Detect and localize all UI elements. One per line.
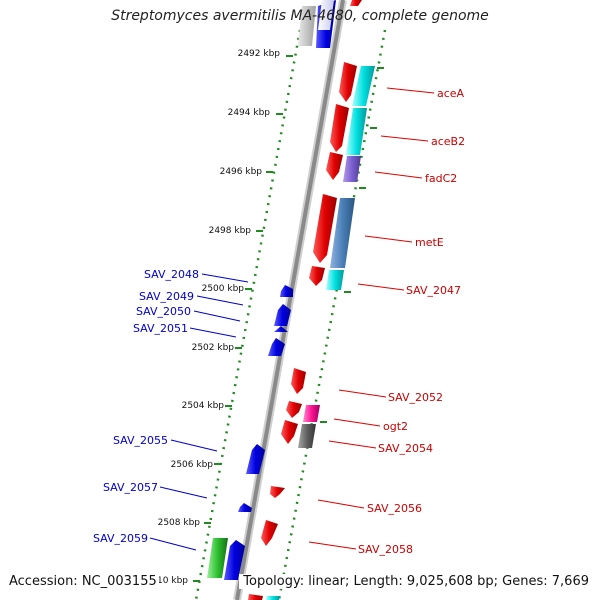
gene-label-SAV_2050: SAV_2050 xyxy=(136,305,191,318)
tick-label: 2510 kbp xyxy=(146,576,189,586)
feature-bar xyxy=(207,538,228,578)
gene-arrow xyxy=(274,326,288,332)
leader-line xyxy=(170,439,218,452)
leader-line xyxy=(159,486,208,499)
tick-label: 2494 kbp xyxy=(228,108,271,118)
gene-label-SAV_2059: SAV_2059 xyxy=(93,532,148,545)
leader-line xyxy=(328,440,377,449)
left-dotted-guide xyxy=(194,29,302,600)
feature-bar xyxy=(266,596,280,600)
leader-line xyxy=(196,295,244,306)
gene-arrow xyxy=(318,0,334,30)
feature-bar xyxy=(330,198,355,268)
gene-arrow xyxy=(261,520,278,546)
gene-arrow xyxy=(339,62,357,102)
genome-backbone xyxy=(235,0,345,600)
tick-label: 2508 kbp xyxy=(158,518,201,528)
gene-label-ogt2: ogt2 xyxy=(383,420,408,433)
tick-label: 2506 kbp xyxy=(171,460,214,470)
gene-arrow xyxy=(224,540,245,580)
gene-arrow xyxy=(313,194,337,263)
gene-arrow xyxy=(326,152,343,180)
gene-arrow xyxy=(274,304,291,326)
leader-line xyxy=(357,283,405,291)
feature-bar xyxy=(352,66,375,106)
leader-line xyxy=(386,87,435,94)
feature-bar xyxy=(303,405,320,422)
reverse-gene-labels: SAV_2048 SAV_2049 SAV_2050 SAV_2051 SAV_… xyxy=(93,268,199,545)
tick-label: 2500 kbp xyxy=(202,284,245,294)
gene-arrow xyxy=(246,444,265,474)
gene-arrow xyxy=(270,486,285,498)
gene-arrow xyxy=(350,0,362,6)
gene-label-SAV_2056: SAV_2056 xyxy=(367,502,422,515)
accession-label: Accession: NC_003155 xyxy=(9,574,159,589)
leader-line xyxy=(364,235,413,243)
gene-label-aceB2: aceB2 xyxy=(431,135,465,148)
leader-line xyxy=(149,537,197,551)
gene-arrow xyxy=(309,266,325,286)
gene-arrow xyxy=(238,503,252,512)
gene-arrow xyxy=(330,104,349,152)
feature-bar xyxy=(298,424,316,448)
gene-arrow xyxy=(286,401,302,418)
tick-label: 2492 kbp xyxy=(238,49,281,59)
leader-line xyxy=(308,541,357,550)
tick-marks xyxy=(193,55,384,582)
leader-line xyxy=(338,389,387,398)
feature-bar xyxy=(346,108,367,155)
gene-arrow xyxy=(298,6,316,46)
tick-label: 2496 kbp xyxy=(220,167,263,177)
gene-arrow xyxy=(248,594,263,600)
gene-label-SAV_2051: SAV_2051 xyxy=(133,322,188,335)
leader-line xyxy=(201,273,249,283)
gene-arrow xyxy=(291,368,306,394)
tick-label: 2498 kbp xyxy=(209,226,252,236)
genome-summary: Topology: linear; Length: 9,025,608 bp; … xyxy=(239,574,589,589)
reverse-leader-lines xyxy=(149,273,249,551)
leader-line xyxy=(317,499,365,509)
forward-gene-labels: aceA aceB2 fadC2 metE SAV_2047 SAV_2052 … xyxy=(358,87,465,556)
leader-line xyxy=(374,171,423,179)
forward-leader-lines xyxy=(308,87,435,550)
tick-labels: 2492 kbp 2494 kbp 2496 kbp 2498 kbp 2500… xyxy=(146,49,281,586)
gene-label-SAV_2055: SAV_2055 xyxy=(113,434,168,447)
tick-label: 2502 kbp xyxy=(192,343,235,353)
gene-label-aceA: aceA xyxy=(437,87,465,100)
leader-line xyxy=(333,418,381,427)
gene-label-fadC2: fadC2 xyxy=(425,172,457,185)
right-dotted-guide xyxy=(277,29,387,600)
gene-arrow xyxy=(281,420,298,444)
gene-label-SAV_2047: SAV_2047 xyxy=(406,284,461,297)
leader-line xyxy=(193,310,241,322)
leader-line xyxy=(189,327,237,338)
leader-line xyxy=(380,135,429,142)
gene-label-SAV_2054: SAV_2054 xyxy=(378,442,433,455)
gene-label-SAV_2049: SAV_2049 xyxy=(139,290,194,303)
map-title: Streptomyces avermitilis MA-4680, comple… xyxy=(111,8,489,24)
tick-label: 2504 kbp xyxy=(182,401,225,411)
gene-arrow xyxy=(268,338,285,356)
gene-label-SAV_2057: SAV_2057 xyxy=(103,481,158,494)
gene-arrow xyxy=(280,285,293,297)
gene-label-SAV_2058: SAV_2058 xyxy=(358,543,413,556)
gene-label-SAV_2052: SAV_2052 xyxy=(388,391,443,404)
feature-bar xyxy=(326,270,344,290)
gene-label-SAV_2048: SAV_2048 xyxy=(144,268,199,281)
gene-label-metE: metE xyxy=(415,236,444,249)
feature-bar xyxy=(343,156,361,182)
